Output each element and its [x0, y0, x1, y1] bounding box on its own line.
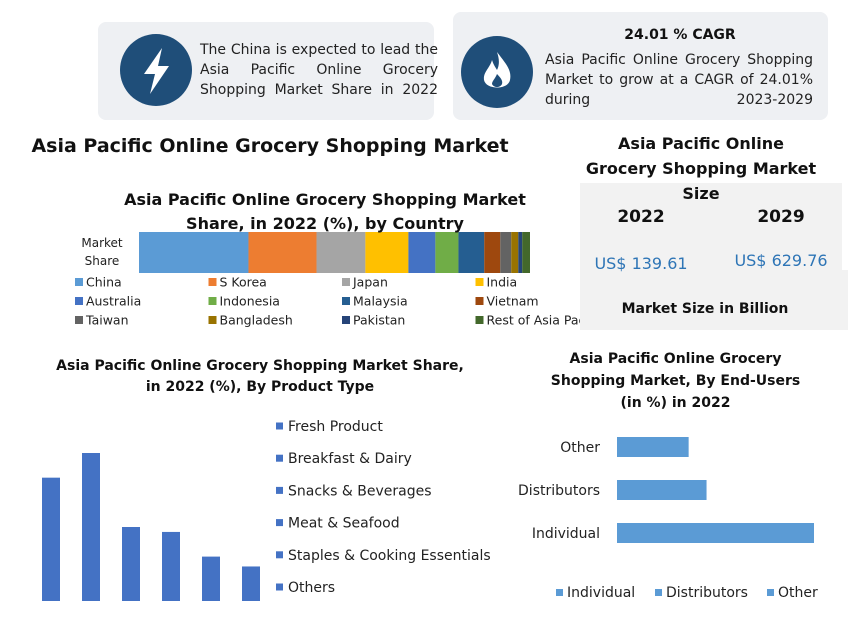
bar-segment [365, 232, 409, 273]
icon [144, 48, 169, 94]
legend-swatch [75, 278, 83, 286]
bar-segment [248, 232, 317, 273]
chart-title: Asia Pacific Online Grocery Shopping Mar… [124, 190, 526, 233]
bar [122, 527, 140, 601]
legend-label: India [487, 275, 518, 290]
callout-heading: 24.01 % CAGR [624, 27, 736, 43]
legend-label: Japan [352, 275, 388, 290]
legend-label: S Korea [220, 275, 267, 290]
bar-segment [518, 232, 523, 273]
main-title: Asia Pacific Online Grocery Shopping Mar… [31, 135, 509, 157]
legend-swatch [208, 278, 217, 286]
bar-segment [458, 232, 485, 273]
legend-label: Meat & Seafood [288, 516, 400, 532]
market-size-note: Market Size in Billion [621, 301, 789, 317]
bar [617, 523, 814, 543]
legend-label: Individual [567, 585, 635, 601]
legend-swatch [475, 316, 484, 324]
legend-swatch [556, 589, 563, 596]
bar-segment [316, 232, 366, 273]
legend-label: Bangladesh [220, 313, 293, 328]
bar [242, 566, 260, 601]
y-tick-label: Individual [532, 526, 600, 542]
legend-swatch [208, 297, 217, 305]
legend-swatch [276, 551, 283, 559]
legend-swatch [342, 316, 350, 324]
bar-segment [408, 232, 436, 273]
legend-swatch [276, 583, 283, 591]
bar-segment [511, 232, 519, 273]
legend-label: Vietnam [487, 294, 539, 309]
legend-swatch [767, 589, 774, 596]
legend-label: Others [288, 580, 335, 596]
callout-text: The China is expected to lead the Asia P… [200, 42, 438, 98]
legend-label: Breakfast & Dairy [288, 451, 412, 467]
bar-segment [139, 232, 249, 273]
legend-label: Malaysia [353, 294, 408, 309]
legend-swatch [276, 454, 283, 462]
legend-swatch [342, 278, 350, 286]
legend-label: Australia [86, 294, 141, 309]
bar [162, 531, 180, 601]
bar-segment [500, 232, 512, 273]
market-value: US$ 629.76 [734, 251, 828, 270]
bar [82, 453, 100, 601]
y-tick-label: Distributors [518, 483, 600, 499]
bar [202, 556, 220, 601]
market-value: US$ 139.61 [594, 254, 688, 273]
legend-label: Rest of Asia Pacific [487, 313, 604, 328]
legend-swatch [75, 297, 83, 305]
legend-label: Pakistan [353, 313, 405, 328]
legend-label: Snacks & Beverages [288, 483, 432, 499]
y-tick-label: Other [560, 440, 600, 456]
year: 2029 [757, 207, 805, 227]
legend-label: Staples & Cooking Essentials [288, 548, 491, 564]
panel-edge [580, 270, 848, 330]
legend-label: China [86, 275, 122, 290]
bar [617, 437, 689, 457]
callout-text: Asia Pacific Online Grocery Shopping Mar… [545, 52, 813, 108]
icon [483, 52, 511, 88]
legend-swatch [276, 486, 283, 494]
bar-segment [522, 232, 530, 273]
legend-swatch [208, 316, 217, 324]
legend-swatch [342, 297, 350, 305]
legend-swatch [475, 297, 484, 305]
year: 2022 [617, 207, 665, 227]
chart-title: Asia Pacific Online Grocery Shopping Mar… [56, 358, 464, 395]
market-size-title: Asia Pacific Online Grocery Shopping Mar… [585, 134, 817, 203]
legend-swatch [276, 519, 283, 527]
icon [492, 74, 503, 87]
legend-label: Distributors [666, 585, 748, 601]
legend-swatch [276, 422, 283, 430]
bar-segment [484, 232, 501, 273]
legend-label: Indonesia [220, 294, 280, 309]
legend-label: Taiwan [85, 313, 129, 328]
y-tick-label: Market Share [81, 236, 123, 268]
legend-swatch [655, 589, 662, 596]
legend-label: Other [778, 585, 818, 601]
bar-segment [435, 232, 459, 273]
legend-swatch [475, 278, 484, 286]
bar [617, 480, 707, 500]
bar [42, 477, 60, 601]
legend-swatch [75, 316, 83, 324]
legend-label: Fresh Product [288, 419, 383, 435]
chart-title: Asia Pacific Online Grocery Shopping Mar… [550, 351, 801, 411]
